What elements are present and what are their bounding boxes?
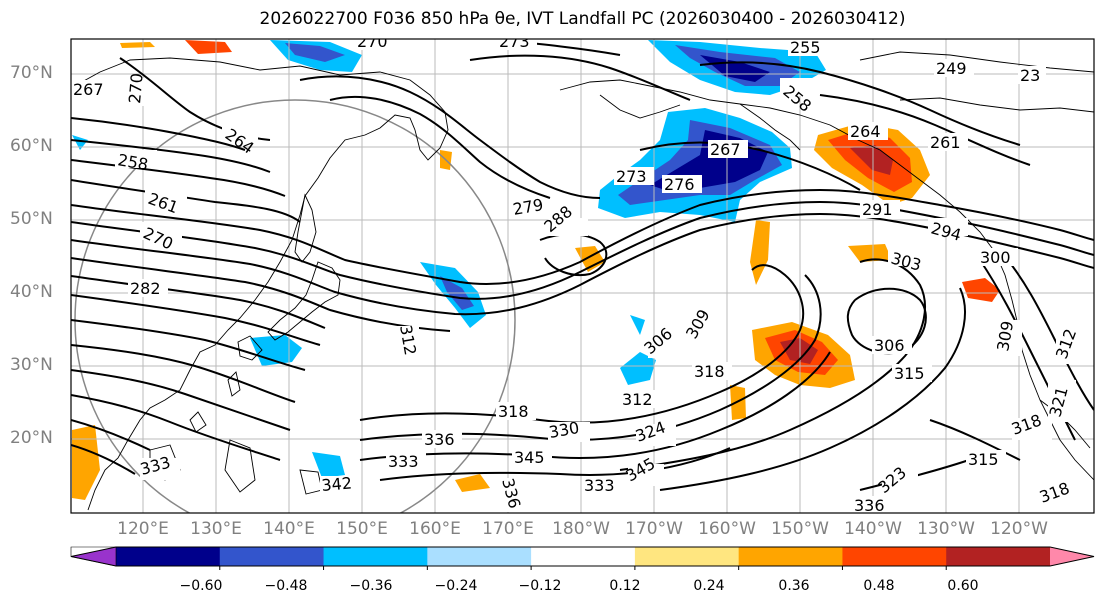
contour-label: 276 xyxy=(664,175,695,194)
lon-label: 160°E xyxy=(409,519,461,539)
contour-label: 315 xyxy=(894,364,925,383)
map-title: 2026022700 F036 850 hPa θe, IVT Landfall… xyxy=(259,9,906,29)
colorbar-tick-label: −0.36 xyxy=(349,578,393,594)
colorbar xyxy=(70,546,1095,570)
lat-label: 30°N xyxy=(10,355,53,375)
contour-label: 282 xyxy=(130,279,161,298)
contour-label: 267 xyxy=(73,80,104,99)
contour-label: 300 xyxy=(980,248,1011,267)
colorbar-cell xyxy=(842,547,947,566)
colorbar-tick-label: 0.12 xyxy=(609,578,641,594)
colorbar-cell xyxy=(738,547,843,566)
contour-label: 336 xyxy=(854,496,885,515)
contour-label: 306 xyxy=(874,336,905,355)
colorbar-tick-label: −0.60 xyxy=(179,578,223,594)
contour-labels: 270 273 255 249 23 267 270 258 264 267 2… xyxy=(71,32,1084,515)
colorbar-tick-label: −0.12 xyxy=(518,578,562,594)
colorbar-cell xyxy=(323,547,428,566)
contour-label: 333 xyxy=(388,452,419,471)
colorbar-tick-label: 0.36 xyxy=(778,578,810,594)
colorbar-tick-label: −0.48 xyxy=(264,578,308,594)
contour-label: 342 xyxy=(321,473,353,495)
lon-label: 140°E xyxy=(263,519,315,539)
contour-label: 23 xyxy=(1020,66,1040,85)
colorbar-extend-low xyxy=(71,547,116,566)
colorbar-cell xyxy=(531,547,636,566)
colorbar-tick-label: 0.24 xyxy=(693,578,725,594)
contour-label: 264 xyxy=(850,122,881,141)
lon-label: 160°W xyxy=(698,519,756,539)
lon-label: 170°W xyxy=(625,519,683,539)
contour-label: 345 xyxy=(514,448,545,467)
contour-label: 273 xyxy=(499,32,530,51)
colorbar-tick-label: 0.60 xyxy=(947,578,979,594)
lon-label: 170°E xyxy=(482,519,534,539)
contour-label: 261 xyxy=(930,133,961,152)
colorbar-cell xyxy=(116,547,221,566)
lon-label: 130°E xyxy=(190,519,242,539)
map-frame xyxy=(70,38,1095,514)
lat-label: 20°N xyxy=(10,428,53,448)
contour-label: 267 xyxy=(710,140,741,159)
lat-label: 70°N xyxy=(10,63,53,83)
contour-label: 318 xyxy=(694,362,725,381)
contour-label: 318 xyxy=(498,402,529,421)
contour-label: 273 xyxy=(616,167,647,186)
contour-label: 270 xyxy=(357,32,388,51)
contour-label: 336 xyxy=(424,430,455,449)
colorbar-cell xyxy=(946,547,1051,566)
contour-label: 270 xyxy=(125,72,147,104)
lon-label: 120°W xyxy=(990,519,1048,539)
lon-label: 130°W xyxy=(917,519,975,539)
colorbar-tick-label: −0.24 xyxy=(434,578,478,594)
lon-label: 150°E xyxy=(336,519,388,539)
lon-label: 140°W xyxy=(844,519,902,539)
colorbar-tick-label: 0.48 xyxy=(863,578,895,594)
contour-label: 291 xyxy=(862,200,893,219)
lon-label: 150°W xyxy=(771,519,829,539)
colorbar-cell xyxy=(219,547,325,566)
contour-label: 333 xyxy=(584,476,615,495)
contour-label: 312 xyxy=(622,390,653,409)
lon-label: 120°E xyxy=(117,519,169,539)
lon-label: 180°W xyxy=(552,519,610,539)
contour-label: 255 xyxy=(790,38,821,57)
lat-label: 60°N xyxy=(10,136,53,156)
lat-label: 40°N xyxy=(10,282,53,302)
contour-label: 249 xyxy=(936,59,967,78)
colorbar-cell xyxy=(427,547,532,566)
map-panel: 270 273 255 249 23 267 270 258 264 267 2… xyxy=(71,32,1094,515)
lat-label: 50°N xyxy=(10,209,53,229)
contour-label: 315 xyxy=(968,450,999,469)
colorbar-cell xyxy=(634,547,740,566)
colorbar-extend-high xyxy=(1050,547,1094,566)
